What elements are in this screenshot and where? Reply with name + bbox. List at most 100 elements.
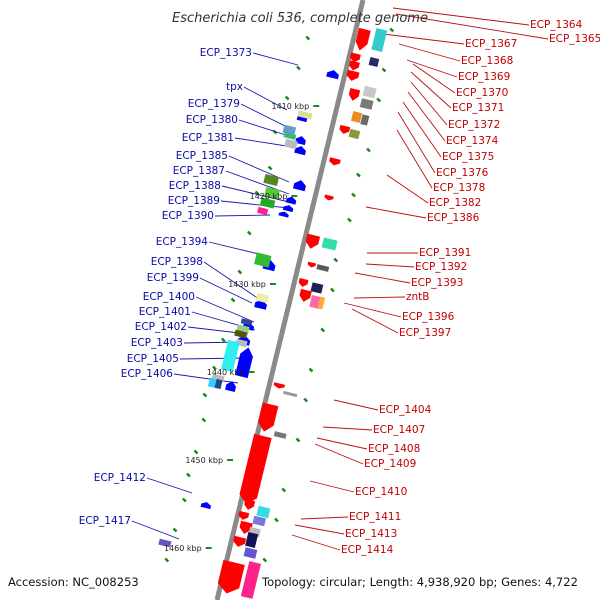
forward-gene-arrow bbox=[292, 180, 306, 192]
reverse-gene-arrow bbox=[239, 433, 272, 505]
orf-tick bbox=[295, 437, 301, 443]
accession-text: Accession: NC_008253 bbox=[8, 575, 139, 589]
kbp-marker: 1440 kbp bbox=[207, 368, 245, 377]
orf-tick bbox=[212, 365, 217, 371]
label-leader-line bbox=[131, 520, 180, 540]
forward-gene-block bbox=[254, 252, 272, 268]
reverse-gene-arrow bbox=[329, 157, 341, 166]
gene-label-right: ECP_1370 bbox=[456, 87, 508, 99]
gene-label-right: ECP_1365 bbox=[549, 33, 600, 45]
gene-features bbox=[158, 27, 388, 599]
kbp-marker: 1430 kbp bbox=[228, 280, 266, 289]
orf-tick bbox=[356, 172, 361, 178]
label-leader-line bbox=[214, 214, 271, 217]
kbp-marker: 1410 kbp bbox=[272, 102, 310, 111]
reverse-gene-block bbox=[240, 561, 261, 599]
label-leader-line bbox=[220, 200, 290, 209]
reverse-gene-block bbox=[359, 98, 374, 110]
reverse-gene-block bbox=[360, 114, 370, 126]
label-leader-line bbox=[353, 296, 406, 299]
label-leader-line bbox=[382, 33, 465, 45]
forward-gene-arrow bbox=[295, 136, 306, 146]
orf-tick bbox=[254, 190, 260, 196]
label-leader-line bbox=[146, 477, 193, 494]
label-leader-line bbox=[397, 111, 436, 174]
label-leader-line bbox=[406, 59, 458, 78]
gene-label-left: ECP_1405 bbox=[127, 353, 179, 365]
label-leader-line bbox=[365, 206, 427, 219]
label-leader-line bbox=[199, 277, 253, 304]
label-leader-line bbox=[203, 261, 260, 300]
label-leader-line bbox=[410, 81, 448, 126]
gene-label-left: ECP_1417 bbox=[79, 515, 131, 527]
forward-gene-arrow bbox=[235, 347, 253, 379]
summary-text: Topology: circular; Length: 4,938,920 bp… bbox=[261, 575, 578, 589]
orf-tick bbox=[333, 257, 339, 263]
reverse-gene-block bbox=[316, 264, 330, 272]
label-leader-line bbox=[252, 52, 299, 66]
gene-label-right: ECP_1375 bbox=[442, 151, 494, 163]
forward-gene-block bbox=[284, 138, 298, 150]
reverse-gene-arrow bbox=[217, 559, 245, 594]
gene-label-right: ECP_1404 bbox=[379, 404, 432, 416]
gene-label-left: ECP_1406 bbox=[121, 368, 174, 380]
label-leader-line bbox=[398, 43, 461, 62]
gene-label-left: ECP_1379 bbox=[188, 98, 240, 110]
reverse-gene-arrow bbox=[233, 535, 247, 547]
reverse-gene-arrow bbox=[238, 510, 250, 520]
kbp-marker: 1460 kbp bbox=[164, 544, 202, 553]
gene-label-left: ECP_1402 bbox=[135, 321, 187, 333]
reverse-gene-arrow bbox=[324, 194, 334, 201]
gene-label-right: ECP_1382 bbox=[429, 197, 481, 209]
label-leader-line bbox=[395, 13, 549, 40]
reverse-gene-arrow bbox=[349, 52, 361, 63]
forward-gene-block bbox=[234, 329, 248, 339]
gene-label-right: ECP_1411 bbox=[349, 511, 401, 523]
label-leader-line bbox=[392, 7, 530, 26]
reverse-gene-block bbox=[368, 57, 380, 67]
gene-label-right: ECP_1410 bbox=[355, 486, 407, 498]
label-leader-line bbox=[309, 480, 355, 493]
gene-label-right: ECP_1396 bbox=[402, 311, 455, 323]
gene-label-left: ECP_1394 bbox=[156, 236, 209, 248]
reverse-gene-block bbox=[348, 128, 361, 140]
forward-gene-block bbox=[263, 173, 280, 187]
gene-label-right: ECP_1368 bbox=[461, 55, 513, 67]
reverse-gene-block bbox=[317, 296, 326, 310]
gene-label-left: ECP_1398 bbox=[151, 256, 203, 268]
forward-gene-arrow bbox=[282, 205, 294, 213]
gene-label-right: ECP_1413 bbox=[345, 528, 397, 540]
kbp-markers: 1410 kbp 1420 kbp 1430 kbp 1440 kbp 1450 kbp… bbox=[164, 102, 320, 553]
reverse-gene-arrow bbox=[299, 288, 312, 302]
label-leader-line bbox=[365, 263, 415, 268]
label-leader-line bbox=[322, 426, 373, 431]
gene-label-left: ECP_1373 bbox=[200, 47, 252, 59]
label-leader-line bbox=[316, 437, 368, 450]
forward-gene-block bbox=[283, 132, 297, 140]
reverse-gene-arrow bbox=[258, 402, 279, 432]
orf-tick bbox=[303, 397, 309, 403]
orf-tick bbox=[172, 527, 178, 533]
label-leader-line bbox=[351, 308, 399, 334]
gene-label-right: ECP_1393 bbox=[411, 277, 463, 289]
label-leader-line bbox=[195, 296, 255, 323]
reverse-gene-arrow bbox=[355, 27, 371, 51]
orf-tick bbox=[351, 192, 356, 198]
reverse-gene-arrow bbox=[346, 69, 360, 81]
gene-label-left: tpx bbox=[226, 81, 243, 93]
orf-tick bbox=[305, 35, 311, 41]
label-leader-line bbox=[243, 86, 288, 111]
orf-tick bbox=[186, 472, 191, 478]
gene-label-right: ECP_1367 bbox=[465, 38, 517, 50]
orf-tick bbox=[274, 517, 279, 523]
orf-tick bbox=[296, 65, 301, 71]
orf-tick bbox=[181, 497, 187, 503]
orf-tick bbox=[267, 165, 273, 171]
reverse-gene-block bbox=[245, 532, 259, 548]
gene-label-right: ECP_1378 bbox=[433, 182, 485, 194]
reverse-gene-block bbox=[243, 547, 258, 559]
gene-label-right: ECP_1376 bbox=[436, 167, 489, 179]
gene-label-left: ECP_1389 bbox=[168, 195, 220, 207]
